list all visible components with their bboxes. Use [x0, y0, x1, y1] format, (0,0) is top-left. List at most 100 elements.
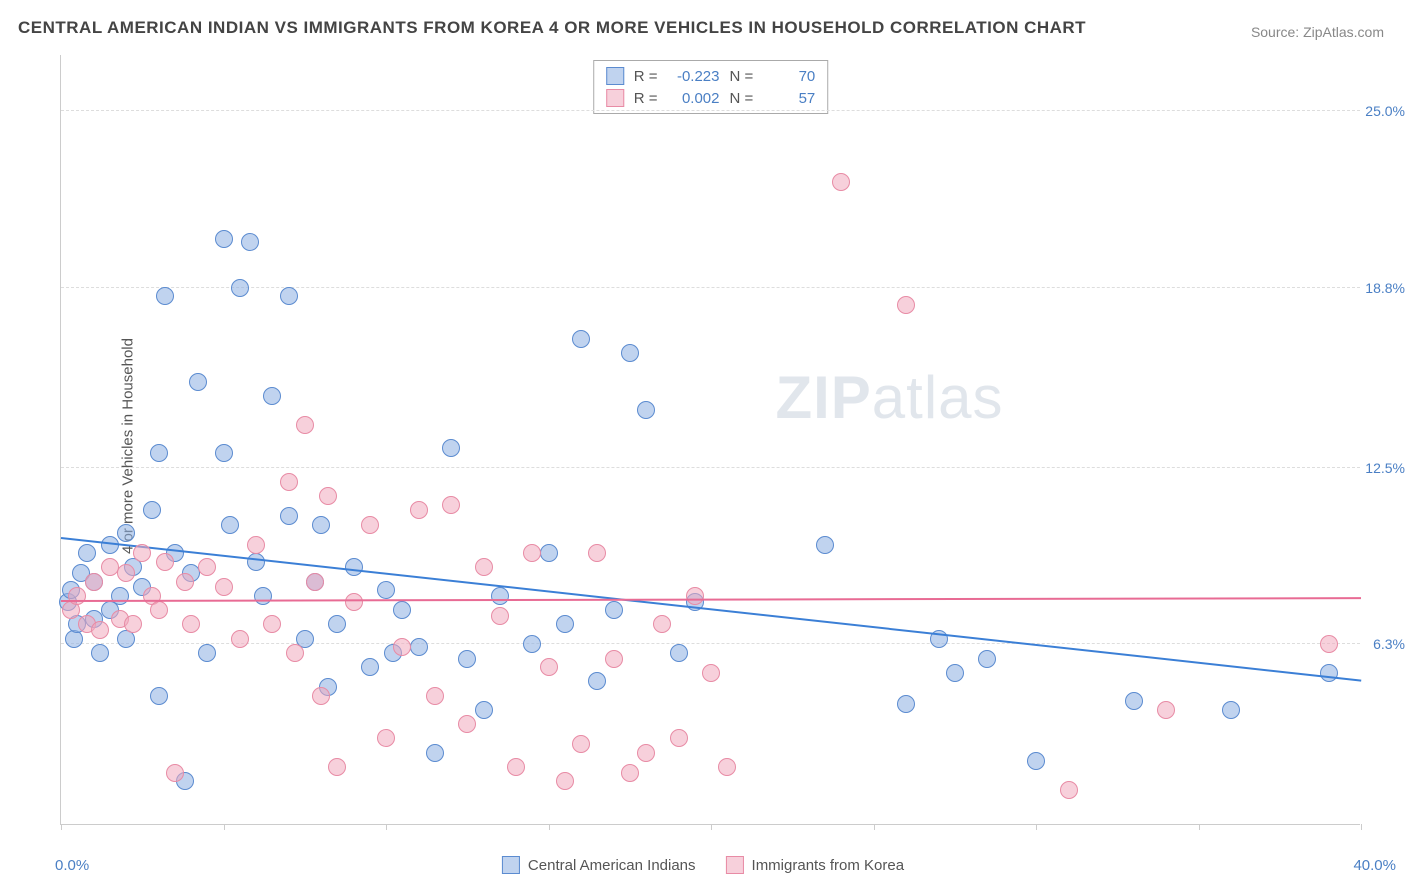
data-point	[156, 287, 174, 305]
data-point	[393, 601, 411, 619]
data-point	[637, 401, 655, 419]
data-point	[254, 587, 272, 605]
legend-swatch-series1	[502, 856, 520, 874]
data-point	[621, 764, 639, 782]
swatch-series1	[606, 67, 624, 85]
gridline	[61, 110, 1360, 111]
data-point	[458, 715, 476, 733]
y-tick-label: 6.3%	[1373, 636, 1405, 652]
x-tick	[386, 824, 387, 830]
data-point	[247, 553, 265, 571]
data-point	[166, 764, 184, 782]
data-point	[637, 744, 655, 762]
data-point	[718, 758, 736, 776]
data-point	[133, 544, 151, 562]
data-point	[442, 439, 460, 457]
data-point	[328, 758, 346, 776]
data-point	[475, 558, 493, 576]
data-point	[78, 544, 96, 562]
data-point	[361, 516, 379, 534]
data-point	[946, 664, 964, 682]
data-point	[345, 593, 363, 611]
source-attribution: Source: ZipAtlas.com	[1251, 24, 1384, 40]
data-point	[540, 658, 558, 676]
data-point	[653, 615, 671, 633]
data-point	[91, 621, 109, 639]
data-point	[556, 615, 574, 633]
data-point	[1157, 701, 1175, 719]
data-point	[176, 573, 194, 591]
data-point	[263, 615, 281, 633]
data-point	[306, 573, 324, 591]
data-point	[198, 644, 216, 662]
stats-row-series1: R = -0.223 N = 70	[606, 65, 816, 87]
data-point	[670, 729, 688, 747]
data-point	[1320, 635, 1338, 653]
data-point	[215, 578, 233, 596]
data-point	[540, 544, 558, 562]
data-point	[410, 501, 428, 519]
x-tick	[1361, 824, 1362, 830]
watermark: ZIPatlas	[775, 363, 1003, 432]
legend-item-series1: Central American Indians	[502, 856, 696, 874]
data-point	[605, 650, 623, 668]
data-point	[507, 758, 525, 776]
gridline	[61, 467, 1360, 468]
data-point	[897, 695, 915, 713]
data-point	[312, 687, 330, 705]
data-point	[189, 373, 207, 391]
data-point	[345, 558, 363, 576]
data-point	[377, 581, 395, 599]
swatch-series2	[606, 89, 624, 107]
data-point	[978, 650, 996, 668]
data-point	[312, 516, 330, 534]
data-point	[458, 650, 476, 668]
data-point	[1027, 752, 1045, 770]
data-point	[117, 564, 135, 582]
data-point	[621, 344, 639, 362]
correlation-stats-box: R = -0.223 N = 70 R = 0.002 N = 57	[593, 60, 829, 114]
legend-item-series2: Immigrants from Korea	[726, 856, 905, 874]
data-point	[182, 615, 200, 633]
data-point	[241, 233, 259, 251]
gridline	[61, 643, 1360, 644]
x-tick	[224, 824, 225, 830]
chart-title: CENTRAL AMERICAN INDIAN VS IMMIGRANTS FR…	[18, 18, 1086, 38]
data-point	[68, 587, 86, 605]
x-axis-max-label: 40.0%	[1353, 857, 1396, 874]
data-point	[491, 587, 509, 605]
n-value-series1: 70	[763, 68, 815, 85]
scatter-plot-area: ZIPatlas R = -0.223 N = 70 R = 0.002 N =…	[60, 55, 1360, 825]
data-point	[215, 230, 233, 248]
trend-line	[61, 537, 1361, 682]
data-point	[150, 444, 168, 462]
data-point	[1060, 781, 1078, 799]
data-point	[286, 644, 304, 662]
y-tick-label: 12.5%	[1365, 460, 1405, 476]
data-point	[442, 496, 460, 514]
data-point	[491, 607, 509, 625]
r-label: R =	[634, 90, 658, 107]
data-point	[91, 644, 109, 662]
data-point	[523, 635, 541, 653]
y-tick-label: 25.0%	[1365, 103, 1405, 119]
data-point	[377, 729, 395, 747]
gridline	[61, 287, 1360, 288]
legend-label-series2: Immigrants from Korea	[752, 857, 905, 874]
x-tick	[874, 824, 875, 830]
data-point	[670, 644, 688, 662]
x-tick	[61, 824, 62, 830]
data-point	[215, 444, 233, 462]
data-point	[1125, 692, 1143, 710]
n-value-series2: 57	[763, 90, 815, 107]
data-point	[143, 501, 161, 519]
data-point	[150, 687, 168, 705]
data-point	[247, 536, 265, 554]
data-point	[410, 638, 428, 656]
data-point	[280, 473, 298, 491]
data-point	[702, 664, 720, 682]
legend-swatch-series2	[726, 856, 744, 874]
data-point	[328, 615, 346, 633]
n-label: N =	[730, 68, 754, 85]
data-point	[1222, 701, 1240, 719]
